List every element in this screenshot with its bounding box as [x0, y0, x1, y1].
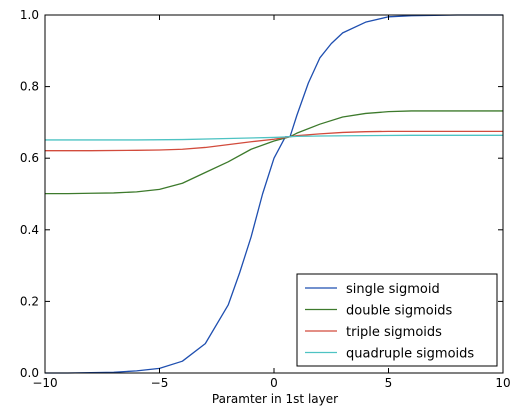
x-axis-label: Paramter in 1st layer	[212, 392, 338, 406]
y-tick-label: 1.0	[20, 8, 39, 22]
y-tick-label: 0.4	[20, 223, 39, 237]
legend-label-4: quadruple sigmoids	[346, 347, 474, 362]
series-line-2	[45, 110, 503, 195]
legend-box	[296, 273, 498, 367]
y-tick-label: 0.0	[20, 366, 39, 380]
series-line-4	[45, 134, 503, 141]
y-tick-label: 0.8	[20, 80, 39, 94]
series-layer	[45, 14, 503, 374]
legend-label-2: double sigmoids	[346, 304, 453, 319]
x-tick-label: −5	[151, 376, 169, 390]
legend: single sigmoid double sigmoids triple sigm…	[296, 273, 498, 367]
x-tick-label: −10	[32, 376, 57, 390]
legend-label-3: triple sigmoids	[346, 325, 442, 340]
axes-layer: −10 −5 0 5 10 0.0 0.2 0.4 0.6 0.8 1.0	[20, 8, 511, 390]
x-tick-label: 0	[270, 376, 278, 390]
x-tick-label: 10	[495, 376, 510, 390]
series-line-3	[45, 130, 503, 152]
y-tick-label: 0.6	[20, 151, 39, 165]
x-tick-label: 5	[385, 376, 393, 390]
y-tick-label: 0.2	[20, 294, 39, 308]
legend-label-1: single sigmoid	[346, 282, 440, 297]
